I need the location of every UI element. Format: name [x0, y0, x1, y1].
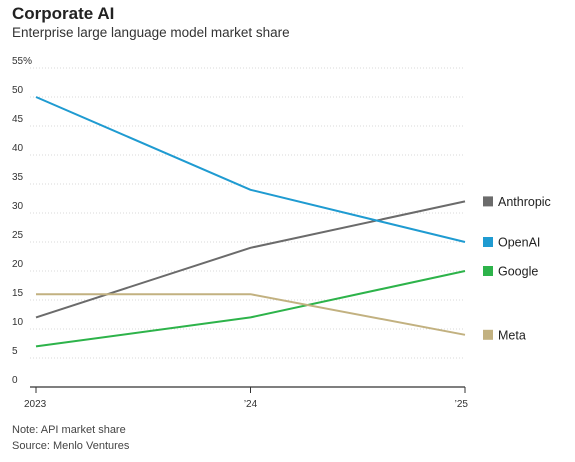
y-tick-label: 20	[12, 259, 24, 270]
x-tick-label: ’25	[455, 399, 469, 410]
y-tick-label: 30	[12, 201, 24, 212]
x-tick-label: ’24	[244, 399, 258, 410]
y-tick-label: 40	[12, 143, 24, 154]
y-tick-label: 55%	[12, 56, 32, 67]
chart-source: Source: Menlo Ventures	[12, 440, 130, 452]
legend-item-openai: OpenAI	[483, 236, 540, 250]
series-line-google	[35, 270, 466, 348]
gridlines	[30, 67, 465, 359]
chart-subtitle: Enterprise large language model market s…	[12, 25, 290, 40]
y-tick-label: 35	[12, 172, 24, 183]
legend-item-google: Google	[483, 265, 538, 279]
legend-item-meta: Meta	[483, 328, 526, 342]
series-lines	[35, 96, 466, 348]
legend-label: Anthropic	[498, 195, 551, 209]
axes: 0 5 10 15 20 25 30 35 40 45 50 55% 2023 ’24 ’25	[12, 56, 468, 410]
legend: Anthropic OpenAI Google Meta	[483, 195, 551, 342]
legend-item-anthropic: Anthropic	[483, 195, 551, 209]
series-line-openai	[35, 96, 466, 243]
y-tick-label: 5	[12, 346, 18, 357]
legend-swatch	[483, 196, 493, 207]
legend-swatch	[483, 329, 493, 340]
chart-note: Note: API market share	[12, 424, 126, 436]
y-tick-label: 10	[12, 317, 24, 328]
legend-label: OpenAI	[498, 236, 540, 250]
y-tick-label: 15	[12, 288, 24, 299]
series-line-meta	[36, 293, 466, 336]
series-line-anthropic	[35, 200, 466, 319]
legend-label: Meta	[498, 328, 526, 342]
chart-title: Corporate AI	[12, 4, 115, 23]
legend-swatch	[483, 237, 493, 247]
y-tick-label: 50	[12, 85, 24, 96]
y-tick-label: 0	[12, 375, 18, 386]
legend-label: Google	[498, 265, 538, 279]
y-tick-label: 25	[12, 230, 24, 241]
y-tick-label: 45	[12, 114, 24, 125]
x-tick-label: 2023	[24, 399, 47, 410]
legend-swatch	[483, 266, 493, 276]
